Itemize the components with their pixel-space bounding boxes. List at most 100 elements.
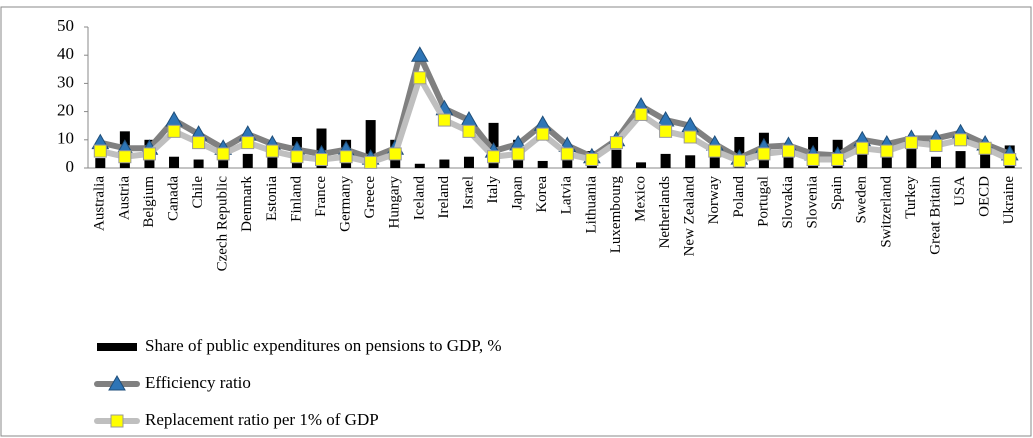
marker <box>757 147 771 161</box>
bar <box>414 163 425 168</box>
x-tick-label: Austria <box>116 176 132 221</box>
marker <box>659 124 673 138</box>
y-tick-label: 10 <box>57 129 74 148</box>
x-tick-label: Ireland <box>436 176 452 219</box>
x-tick-label: Turkey <box>903 176 919 219</box>
marker <box>413 71 427 85</box>
x-tick-label: Netherlands <box>657 176 673 249</box>
marker <box>241 136 255 150</box>
marker <box>93 144 107 158</box>
x-tick-label: Switzerland <box>878 176 894 248</box>
bar <box>463 156 474 168</box>
x-tick-label: Czech Republic <box>215 176 231 272</box>
x-tick-label: Korea <box>534 176 550 213</box>
marker <box>560 147 574 161</box>
marker <box>364 155 378 169</box>
legend-label: Share of public expenditures on pensions… <box>145 336 501 355</box>
marker <box>880 144 894 158</box>
marker <box>216 147 230 161</box>
y-tick-label: 40 <box>57 44 74 63</box>
bar <box>783 148 794 168</box>
bar <box>906 148 917 168</box>
marker <box>192 136 206 150</box>
bar <box>857 148 868 168</box>
bar <box>439 159 450 168</box>
x-tick-label: France <box>313 176 329 217</box>
legend-marker <box>110 414 124 428</box>
marker <box>290 150 304 164</box>
x-tick-label: Canada <box>165 176 181 221</box>
marker <box>339 150 353 164</box>
x-tick-label: Iceland <box>411 176 427 221</box>
x-tick-label: Chile <box>190 176 206 209</box>
marker <box>265 144 279 158</box>
marker <box>904 136 918 150</box>
x-tick-label: Latvia <box>559 176 575 215</box>
y-tick-label: 30 <box>57 72 74 91</box>
y-tick-label: 0 <box>66 157 75 176</box>
x-tick-label: Portugal <box>755 176 771 227</box>
x-tick-label: USA <box>952 176 968 206</box>
x-tick-label: Luxembourg <box>608 176 624 254</box>
x-tick-label: Finland <box>288 176 304 222</box>
marker <box>410 46 429 62</box>
bar <box>709 153 720 168</box>
marker <box>855 141 869 155</box>
bar <box>365 120 376 168</box>
x-tick-label: Lithuania <box>583 176 599 234</box>
marker <box>487 150 501 164</box>
x-tick-label: Australia <box>92 176 108 231</box>
legend-swatch <box>97 343 137 351</box>
marker <box>1003 153 1017 167</box>
marker <box>315 153 328 167</box>
bar <box>242 153 253 168</box>
bar <box>169 156 180 168</box>
x-tick-label: Sweden <box>854 176 870 224</box>
bar <box>193 159 204 168</box>
marker <box>732 154 746 168</box>
x-tick-label: Hungary <box>387 176 403 229</box>
legend-marker <box>108 374 126 391</box>
x-tick-label: Italy <box>485 176 501 204</box>
x-tick-label: Israel <box>460 176 476 209</box>
x-tick-label: Great Britain <box>927 176 943 255</box>
bar <box>611 149 622 168</box>
marker <box>954 133 968 147</box>
x-tick-label: Greece <box>362 176 378 219</box>
marker <box>142 147 156 161</box>
marker <box>511 147 525 161</box>
x-tick-label: Mexico <box>632 176 648 222</box>
marker <box>167 124 181 138</box>
x-tick-label: New Zealand <box>682 176 698 257</box>
bar <box>267 151 278 168</box>
x-tick-label: Slovakia <box>780 176 796 229</box>
bar <box>660 153 671 168</box>
marker <box>634 107 648 121</box>
y-tick-label: 50 <box>57 16 74 35</box>
x-tick-label: Denmark <box>239 176 255 232</box>
marker <box>978 141 992 155</box>
bar <box>930 156 941 168</box>
legend-label: Replacement ratio per 1% of GDP <box>145 410 379 429</box>
marker <box>437 113 451 127</box>
marker <box>165 111 183 127</box>
bar <box>95 158 106 168</box>
marker <box>929 138 943 152</box>
x-tick-label: Poland <box>731 176 747 218</box>
bar <box>537 160 548 168</box>
marker <box>806 153 820 167</box>
x-tick-label: Germany <box>338 176 354 232</box>
marker <box>536 127 550 141</box>
marker <box>782 144 795 158</box>
x-tick-label: Norway <box>706 176 722 225</box>
legend-label: Efficiency ratio <box>145 373 251 392</box>
x-tick-label: Japan <box>510 176 526 211</box>
marker <box>708 144 722 158</box>
bar <box>636 162 647 168</box>
bar <box>955 151 966 168</box>
bar <box>685 155 696 168</box>
x-tick-label: Spain <box>829 176 845 211</box>
x-tick-label: OECD <box>977 176 993 217</box>
